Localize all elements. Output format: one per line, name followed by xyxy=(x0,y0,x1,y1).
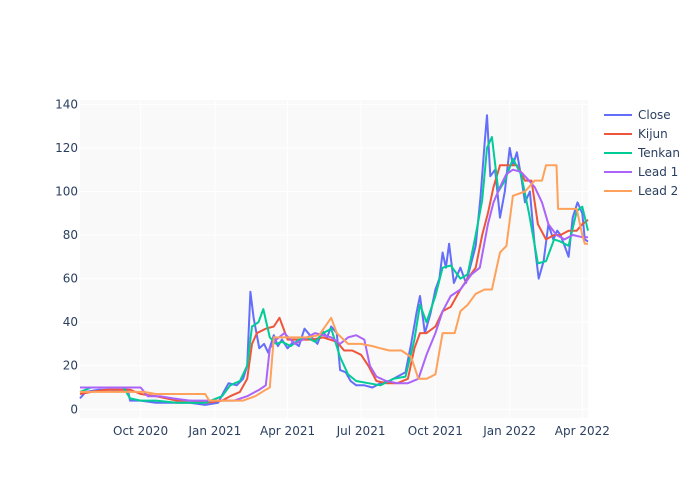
legend-label: Tenkan xyxy=(637,146,680,160)
y-tick-label: 100 xyxy=(55,184,78,198)
legend-item-kijun[interactable]: Kijun xyxy=(604,127,668,141)
legend-item-tenkan[interactable]: Tenkan xyxy=(604,146,680,160)
x-tick-label: Apr 2021 xyxy=(260,424,315,438)
x-tick-label: Oct 2021 xyxy=(408,424,463,438)
x-tick-label: Jan 2022 xyxy=(482,424,536,438)
x-tick-label: Jan 2021 xyxy=(187,424,241,438)
y-tick-label: 20 xyxy=(63,359,78,373)
legend-item-lead-2[interactable]: Lead 2 xyxy=(604,184,678,198)
legend-label: Close xyxy=(638,108,671,122)
series-line-tenkan xyxy=(79,136,589,404)
legend-label: Lead 2 xyxy=(638,184,678,198)
series-line-close xyxy=(79,114,589,406)
x-tick-label: Apr 2022 xyxy=(555,424,610,438)
y-axis: 0 20 40 60 80 100 120 140 xyxy=(55,97,78,416)
legend-label: Kijun xyxy=(638,127,668,141)
x-axis: Oct 2020 Jan 2021 Apr 2021 Jul 2021 Oct 2021… xyxy=(113,424,610,438)
y-tick-label: 60 xyxy=(63,272,78,286)
y-tick-label: 140 xyxy=(55,97,78,111)
legend-item-close[interactable]: Close xyxy=(604,108,671,122)
y-tick-label: 40 xyxy=(63,315,78,329)
plot-area xyxy=(80,100,588,418)
legend-label: Lead 1 xyxy=(638,165,678,179)
x-tick-label: Oct 2020 xyxy=(113,424,168,438)
legend-item-lead-1[interactable]: Lead 1 xyxy=(604,165,678,179)
y-tick-label: 80 xyxy=(63,228,78,242)
series-line-lead-2 xyxy=(80,164,588,402)
legend[interactable]: Close Kijun Tenkan Lead 1 Lead 2 xyxy=(604,108,680,198)
y-tick-label: 0 xyxy=(70,402,78,416)
series-layer xyxy=(79,114,589,406)
y-tick-label: 120 xyxy=(55,141,78,155)
x-tick-label: Jul 2021 xyxy=(336,424,386,438)
